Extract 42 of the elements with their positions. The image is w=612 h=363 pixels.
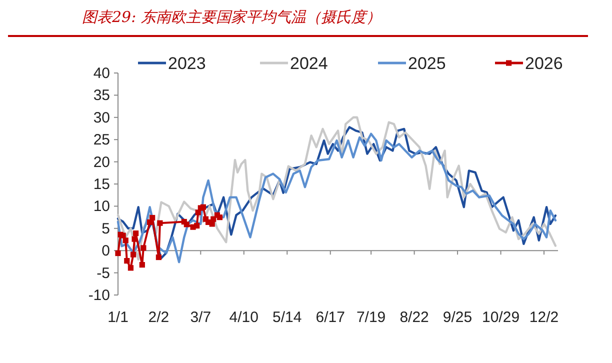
point — [184, 222, 190, 228]
point — [128, 265, 134, 271]
x-tick-label: 7/19 — [356, 309, 386, 326]
x-tick-label: 9/25 — [442, 309, 472, 326]
y-tick-label: 5 — [102, 220, 110, 238]
point — [157, 220, 163, 226]
chart-title: 图表29: 东南欧主要国家平均气温（摄氏度） — [82, 8, 381, 26]
point — [156, 254, 162, 260]
y-tick-label: 20 — [93, 154, 110, 171]
x-tick-label: 3/7 — [190, 309, 212, 326]
x-tick-label: 5/14 — [272, 309, 302, 326]
point — [132, 236, 138, 242]
point — [194, 222, 200, 229]
x-tick-label: 1/1 — [108, 309, 128, 326]
point — [216, 214, 223, 220]
point — [130, 252, 136, 258]
x-tick-label: 10/29 — [482, 309, 520, 326]
legend-label: 2023 — [168, 54, 206, 73]
point — [133, 230, 139, 236]
point — [139, 262, 145, 268]
y-tick-label: 10 — [93, 198, 110, 216]
x-tick-label: 6/17 — [316, 309, 345, 326]
x-tick-label: 8/22 — [400, 309, 429, 326]
legend-label: 2026 — [525, 54, 563, 73]
point — [150, 214, 156, 221]
point — [200, 204, 206, 210]
point — [140, 245, 146, 251]
y-tick-label: 0 — [102, 242, 110, 260]
x-tick-label: 4/10 — [229, 309, 258, 326]
legend-label: 2025 — [408, 54, 446, 73]
y-tick-label: -10 — [88, 287, 110, 304]
y-tick-label: -5 — [96, 264, 110, 282]
x-tick-label: 12/2 — [529, 309, 559, 326]
point — [124, 258, 130, 264]
y-tick-label: 25 — [93, 132, 110, 149]
y-tick-label: 30 — [93, 109, 110, 126]
legend-label: 2024 — [290, 54, 328, 73]
y-tick-label: 35 — [93, 87, 110, 104]
y-tick-label: 15 — [93, 176, 110, 193]
point — [122, 238, 128, 244]
y-tick-label: 40 — [93, 65, 110, 82]
x-tick-label: 2/2 — [148, 309, 170, 326]
